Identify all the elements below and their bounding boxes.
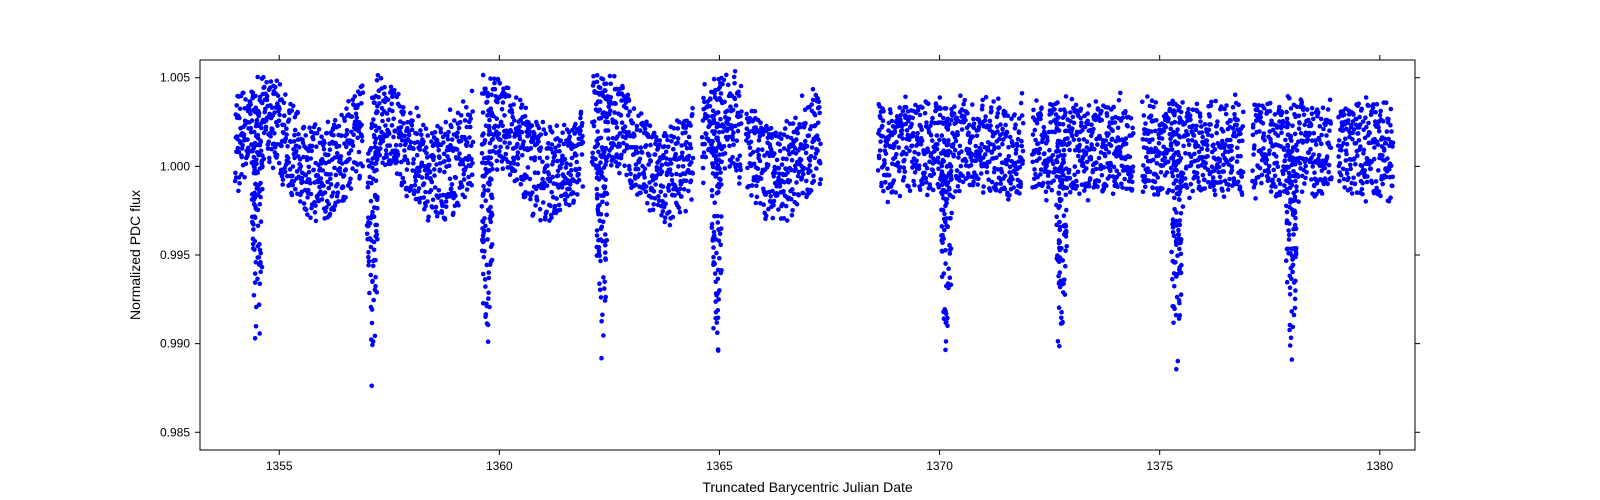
y-tick-label: 1.005 — [160, 71, 190, 85]
y-tick-label: 0.995 — [160, 248, 190, 262]
x-tick-label: 1360 — [486, 459, 513, 473]
scatter-points — [233, 69, 1395, 388]
x-ticks: 1355 1360 1365 1370 1375 1380 — [266, 55, 1394, 473]
y-tick-label: 0.990 — [160, 337, 190, 351]
x-axis-label: Truncated Barycentric Julian Date — [702, 479, 913, 495]
x-tick-label: 1370 — [926, 459, 953, 473]
y-tick-label: 0.985 — [160, 425, 190, 439]
y-axis-label: Normalized PDC flux — [127, 190, 143, 320]
y-tick-label: 1.000 — [160, 159, 190, 173]
x-tick-label: 1355 — [266, 459, 293, 473]
chart-svg: 1355 1360 1365 1370 1375 1380 0.985 0.990 0.995… — [0, 0, 1600, 500]
x-tick-label: 1380 — [1366, 459, 1393, 473]
x-tick-label: 1375 — [1146, 459, 1173, 473]
x-tick-label: 1365 — [706, 459, 733, 473]
lightcurve-chart: 1355 1360 1365 1370 1375 1380 0.985 0.990 0.995… — [0, 0, 1600, 500]
